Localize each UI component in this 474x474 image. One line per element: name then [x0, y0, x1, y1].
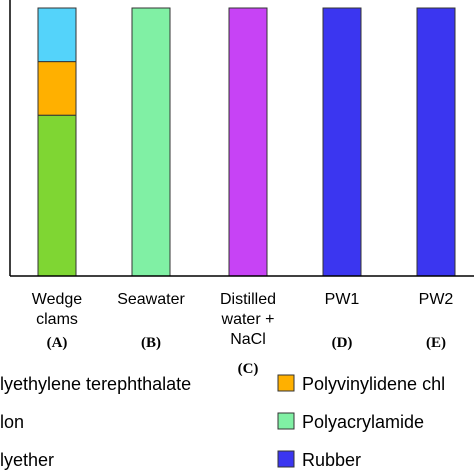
bar-segment-0-1	[37, 61, 77, 116]
x-tick-label-1-0: Seawater	[117, 291, 185, 308]
bar-segment-3-5	[322, 7, 362, 277]
legend-swatch-5	[277, 450, 295, 468]
x-tick-label-3-0: PW1	[325, 291, 360, 308]
bar-segment-4-5	[416, 7, 456, 277]
x-tick-label-0-0: Wedge	[32, 291, 83, 308]
legend-label-5: Rubber	[302, 450, 361, 470]
x-tick-letter-4: (E)	[426, 335, 446, 351]
bar-segment-0-0	[37, 114, 77, 277]
x-tick-letter-2: (C)	[238, 361, 259, 377]
x-tick-letter-1: (B)	[141, 335, 161, 351]
bar-segment-1-3	[131, 7, 171, 277]
bar-segment-2-4	[228, 7, 268, 277]
x-tick-label-0-1: clams	[36, 311, 78, 328]
legend-label-4: lyether	[0, 450, 54, 470]
x-tick-letter-3: (D)	[332, 335, 353, 351]
x-tick-label-2-0: Distilled	[220, 291, 276, 308]
x-tick-label-4-0: PW2	[419, 291, 454, 308]
legend-swatch-3	[277, 412, 295, 430]
legend-label-0: lyethylene terephthalate	[0, 374, 191, 394]
x-tick-label-2-1: water +	[221, 311, 275, 328]
legend: lyethylene terephthalate Polyvinylidene c…	[0, 374, 445, 470]
x-tick-letter-0: (A)	[47, 335, 68, 351]
x-tick-labels: Wedge clams (A) Seawater (B) Distilled water +…	[32, 291, 454, 377]
legend-swatch-1	[277, 374, 295, 392]
legend-label-3: Polyacrylamide	[302, 412, 424, 432]
bars-group	[37, 7, 456, 277]
bar-segment-0-2	[37, 7, 77, 63]
x-tick-label-2-2: NaCl	[230, 331, 266, 348]
legend-label-1: Polyvinylidene chl	[302, 374, 445, 394]
legend-label-2: lon	[0, 412, 24, 432]
